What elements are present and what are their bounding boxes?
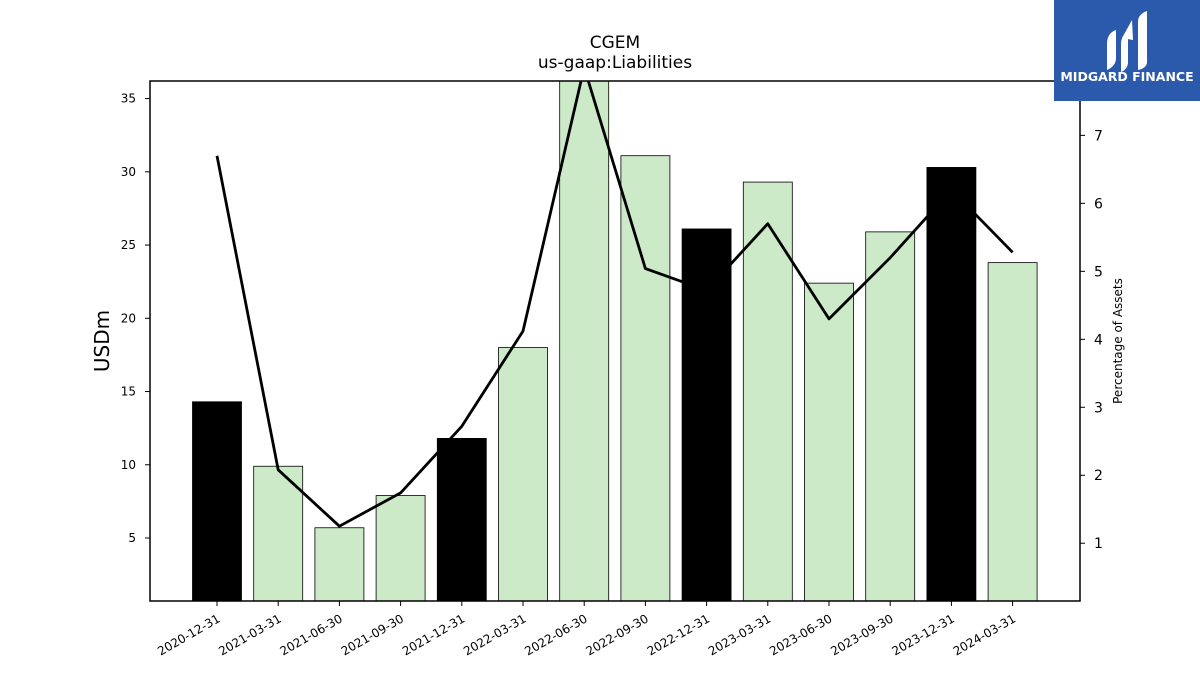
right-axis: 1 2 3 4 5 6 7 [1080,128,1103,552]
bar-2023-12-31 [926,167,977,602]
y2-axis-label: Percentage of Assets [1111,278,1125,404]
x-axis: 2020-12-312021-03-312021-06-302021-09-30… [155,601,1018,658]
bar-2022-06-30 [559,80,610,602]
bar-2021-12-31 [436,438,487,602]
x-tick-label: 2021-12-31 [400,611,467,658]
bar-2023-06-30 [804,282,854,602]
bar-2021-03-31 [253,465,304,602]
x-tick-label: 2023-03-31 [706,611,773,658]
y2-tick-label: 1 [1094,536,1103,552]
y2-tick-label: 4 [1094,332,1103,348]
x-tick-label: 2023-12-31 [889,611,956,658]
y2-tick-label: 5 [1094,264,1103,280]
percentage-line [215,81,1014,528]
bar-2021-09-30 [375,495,426,602]
plot-frame [149,80,1081,602]
logo-mark-icon [1107,11,1147,72]
left-axis: 5 10 15 20 25 30 35 [121,92,150,545]
y-tick-label: 5 [128,531,136,545]
x-tick-label: 2024-03-31 [951,611,1018,658]
midgard-finance-logo: MIDGARD FINANCE [1054,0,1200,101]
y-tick-label: 30 [121,165,136,179]
bar-2024-03-31 [987,262,1038,602]
bar-2022-09-30 [620,155,671,602]
x-tick-label: 2022-06-30 [522,611,589,658]
y-axis-label: USDm [90,310,114,372]
y2-tick-label: 7 [1094,128,1103,144]
y2-tick-label: 2 [1094,468,1103,484]
x-tick-label: 2021-06-30 [277,611,344,658]
y2-tick-label: 6 [1094,196,1103,212]
bar-2020-12-31 [192,401,242,602]
x-tick-label: 2022-09-30 [583,611,650,658]
logo-text: MIDGARD FINANCE [1060,69,1193,84]
y-tick-label: 15 [121,385,136,399]
x-tick-label: 2020-12-31 [155,611,222,658]
y-tick-label: 25 [121,238,136,252]
y-tick-label: 35 [121,92,136,106]
bar-2023-09-30 [865,231,916,602]
x-tick-label: 2022-12-31 [645,611,712,658]
y-tick-label: 10 [121,458,136,472]
bar-2021-06-30 [314,527,365,602]
line-group [215,81,1014,528]
x-tick-label: 2021-03-31 [216,611,283,658]
chart-title: CGEM [590,33,640,53]
bar-group [192,80,1038,602]
chart-subtitle: us-gaap:Liabilities [538,53,692,73]
bar-2023-03-31 [742,181,793,602]
x-tick-label: 2022-03-31 [461,611,528,658]
x-tick-label: 2021-09-30 [339,611,406,658]
y2-tick-label: 3 [1094,400,1103,416]
x-tick-label: 2023-09-30 [828,611,895,658]
y-tick-label: 20 [121,311,136,325]
bar-2022-03-31 [498,347,548,602]
x-tick-label: 2023-06-30 [767,611,834,658]
